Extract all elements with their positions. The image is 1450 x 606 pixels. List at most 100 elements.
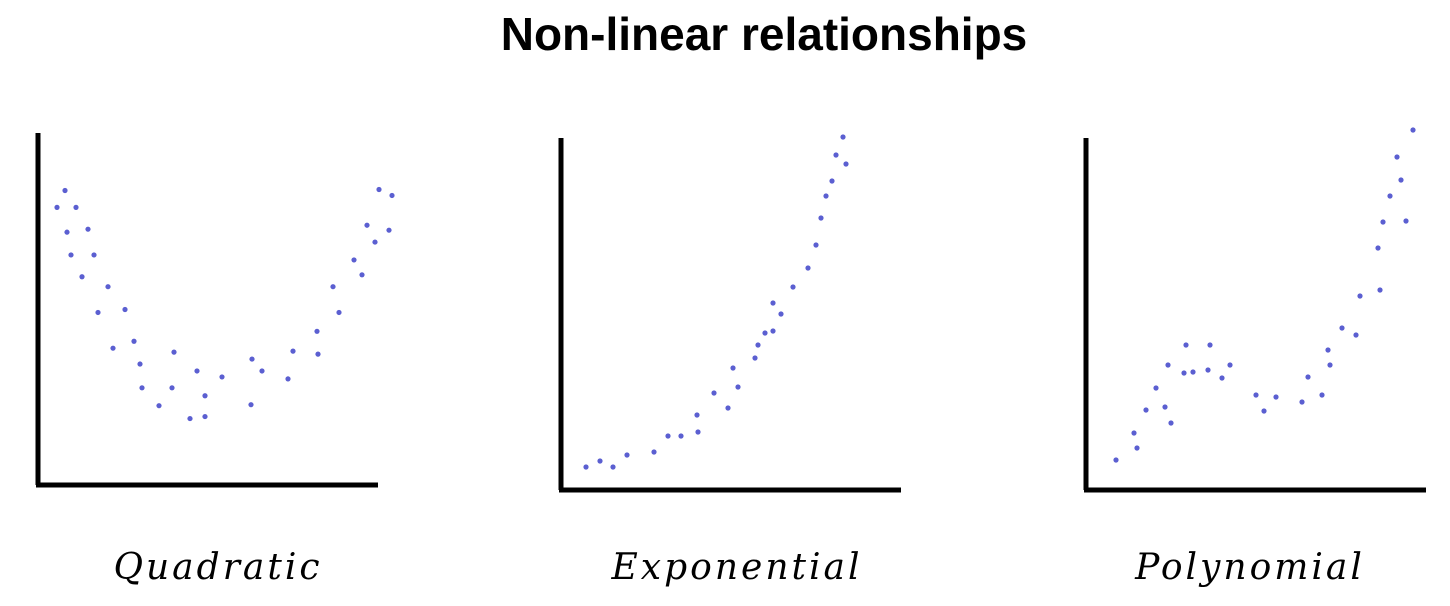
point [156, 403, 162, 409]
point [376, 186, 382, 193]
point [1339, 325, 1345, 331]
point [1219, 375, 1225, 381]
point [351, 257, 357, 263]
point [1299, 399, 1305, 405]
point [169, 385, 175, 391]
point [64, 229, 70, 235]
point [285, 376, 291, 382]
point [1113, 457, 1119, 463]
point [678, 433, 684, 439]
point [711, 390, 717, 396]
point [1327, 362, 1333, 368]
point [122, 306, 128, 313]
point [755, 342, 761, 348]
point [139, 385, 145, 391]
point [137, 361, 143, 367]
point [665, 433, 671, 439]
point [1398, 177, 1404, 183]
point [219, 374, 225, 380]
point [330, 284, 336, 290]
point [843, 161, 849, 167]
point [624, 452, 630, 458]
point [1261, 408, 1267, 414]
point [818, 215, 824, 221]
point [583, 464, 589, 470]
point [79, 274, 85, 280]
point [131, 338, 137, 344]
point [187, 415, 193, 422]
figure-title: Non-linear relationships [501, 8, 1028, 60]
point [336, 309, 342, 316]
point [1253, 392, 1259, 398]
point [315, 351, 321, 357]
point [1227, 362, 1233, 368]
point [73, 204, 79, 210]
point [62, 187, 68, 194]
point [1153, 385, 1159, 391]
point [1207, 342, 1213, 348]
point [171, 349, 177, 355]
point [1394, 154, 1400, 160]
point [651, 449, 657, 455]
point [54, 204, 60, 210]
point [202, 413, 208, 420]
point [91, 252, 97, 258]
point [1403, 218, 1409, 224]
point [1181, 370, 1187, 376]
point [695, 429, 701, 435]
point [110, 345, 116, 351]
point [833, 152, 839, 158]
point [752, 355, 758, 361]
point [1377, 287, 1383, 293]
point [805, 265, 811, 271]
point [1190, 369, 1196, 375]
point [389, 192, 395, 199]
chart-label: Quadratic [113, 547, 322, 588]
point [1357, 293, 1363, 299]
point [1134, 445, 1140, 451]
point [790, 284, 796, 290]
point [290, 348, 296, 354]
point [770, 300, 776, 306]
point [68, 252, 74, 258]
chart-label: Exponential [611, 547, 863, 588]
point [823, 193, 829, 199]
point [694, 412, 700, 418]
point [1380, 219, 1386, 225]
point [314, 328, 320, 334]
point [1205, 367, 1211, 373]
chart-label: Polynomial [1134, 547, 1365, 588]
point [829, 178, 835, 184]
point [1325, 347, 1331, 353]
point [840, 134, 846, 140]
point [770, 328, 776, 334]
point [725, 405, 731, 411]
point [1131, 430, 1137, 436]
point [372, 239, 378, 245]
point [248, 402, 254, 408]
point [1319, 392, 1325, 398]
point [735, 384, 741, 390]
point [1183, 342, 1189, 348]
point [359, 272, 365, 278]
point [386, 227, 392, 233]
point [85, 226, 91, 232]
point [105, 284, 111, 290]
point [778, 311, 784, 317]
point [730, 365, 736, 371]
point [1305, 374, 1311, 380]
point [1410, 127, 1416, 133]
point [1375, 245, 1381, 251]
point [762, 330, 768, 336]
point [249, 356, 255, 362]
point [813, 242, 819, 248]
point [1353, 332, 1359, 338]
point [1162, 404, 1168, 410]
point [95, 309, 101, 316]
point [1143, 407, 1149, 413]
point [194, 368, 200, 374]
point [364, 222, 370, 228]
point [1168, 420, 1174, 426]
